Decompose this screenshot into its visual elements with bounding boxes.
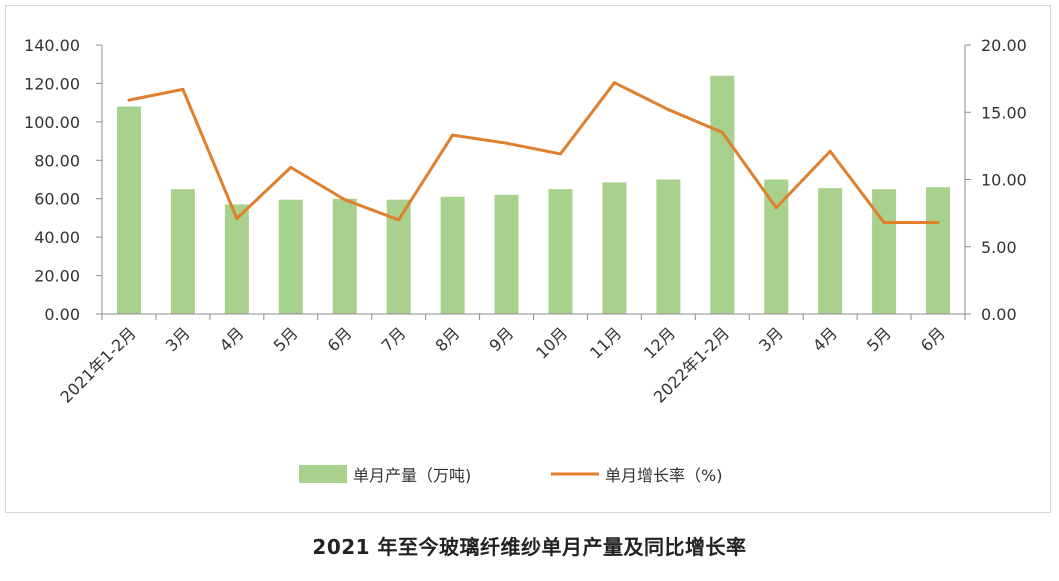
right-y-axis-ticks: 0.00 5.00 10.00 15.00 20.00 bbox=[965, 36, 1027, 324]
bar-7 bbox=[440, 196, 465, 314]
x-axis-tick-labels: 2021年1-2月 3月 4月 5月 6月 7月 8月 9月 10月 11月 12月2022年1-2… bbox=[56, 323, 948, 406]
left-tick-label: 80.00 bbox=[34, 151, 80, 170]
left-tick-label: 20.00 bbox=[34, 267, 80, 286]
bar-2 bbox=[170, 189, 195, 314]
x-tick-label-14: 4月 bbox=[809, 323, 841, 355]
left-y-axis-ticks: 0.00 20.00 40.00 60.00 80.00 100.00 120.00 140.… bbox=[24, 36, 102, 324]
right-tick-label: 5.00 bbox=[981, 238, 1017, 257]
bar-10 bbox=[602, 182, 627, 314]
line-point-10 bbox=[612, 81, 616, 85]
bar-15 bbox=[872, 189, 897, 314]
line-point-15 bbox=[882, 221, 886, 225]
line-point-16 bbox=[936, 221, 940, 225]
right-tick-label: 20.00 bbox=[981, 36, 1027, 55]
bar-9 bbox=[548, 189, 573, 314]
chart-canvas: 0.00 20.00 40.00 60.00 80.00 100.00 120.00 140.… bbox=[24, 36, 1027, 485]
x-tick-label-2: 3月 bbox=[162, 323, 194, 355]
bar-4 bbox=[278, 199, 303, 314]
line-point-9 bbox=[558, 152, 562, 156]
bar-11 bbox=[656, 179, 681, 314]
x-tick-label-1: 2021年1-2月 bbox=[56, 323, 139, 406]
line-point-14 bbox=[828, 149, 832, 153]
bar-12 bbox=[710, 75, 735, 314]
left-tick-label: 140.00 bbox=[24, 36, 80, 55]
bar-16 bbox=[926, 187, 951, 314]
left-tick-label: 40.00 bbox=[34, 228, 80, 247]
left-tick-label: 0.00 bbox=[44, 305, 80, 324]
left-tick-label: 100.00 bbox=[24, 113, 80, 132]
line-point-13 bbox=[774, 206, 778, 210]
x-tick-label-8: 9月 bbox=[485, 323, 517, 355]
x-tick-label-16: 6月 bbox=[917, 323, 949, 355]
legend-line-label: 单月增长率（%) bbox=[605, 466, 722, 485]
bar-14 bbox=[818, 188, 843, 314]
left-tick-label: 120.00 bbox=[24, 74, 80, 93]
line-point-3 bbox=[235, 217, 239, 221]
x-tick-label-5: 6月 bbox=[324, 323, 356, 355]
chart-title: 2021 年至今玻璃纤维纱单月产量及同比增长率 bbox=[312, 535, 747, 559]
x-tick-label-13: 3月 bbox=[755, 323, 787, 355]
x-tick-label-15: 5月 bbox=[863, 323, 895, 355]
line-point-12 bbox=[720, 130, 724, 134]
x-tick-label-11: 12月 bbox=[640, 323, 679, 362]
bar-1 bbox=[116, 106, 141, 314]
line-series bbox=[127, 81, 940, 225]
legend-bar-label: 单月产量（万吨) bbox=[353, 466, 471, 485]
bar-3 bbox=[224, 204, 249, 314]
bar-13 bbox=[764, 179, 789, 314]
line-point-11 bbox=[666, 108, 670, 112]
line-point-2 bbox=[181, 87, 185, 91]
bar-8 bbox=[494, 194, 519, 314]
legend-bar-swatch bbox=[299, 465, 347, 483]
growth-rate-line bbox=[128, 81, 939, 225]
line-point-4 bbox=[289, 165, 293, 169]
bar-5 bbox=[332, 198, 357, 314]
legend: 单月产量（万吨) 单月增长率（%) bbox=[299, 465, 722, 485]
x-tick-label-9: 10月 bbox=[532, 323, 571, 362]
right-tick-label: 15.00 bbox=[981, 103, 1027, 122]
line-point-5 bbox=[343, 198, 347, 202]
line-point-7 bbox=[451, 133, 455, 137]
x-tick-label-4: 5月 bbox=[270, 323, 302, 355]
x-tick-label-7: 8月 bbox=[431, 323, 463, 355]
right-tick-label: 10.00 bbox=[981, 171, 1027, 190]
line-point-1 bbox=[127, 98, 131, 102]
line-point-8 bbox=[505, 141, 509, 145]
left-tick-label: 60.00 bbox=[34, 190, 80, 209]
right-tick-label: 0.00 bbox=[981, 305, 1017, 324]
bar-series bbox=[116, 75, 951, 314]
line-point-6 bbox=[397, 218, 401, 222]
x-tick-label-10: 11月 bbox=[586, 323, 625, 362]
x-tick-label-3: 4月 bbox=[216, 323, 248, 355]
x-tick-label-6: 7月 bbox=[378, 323, 410, 355]
